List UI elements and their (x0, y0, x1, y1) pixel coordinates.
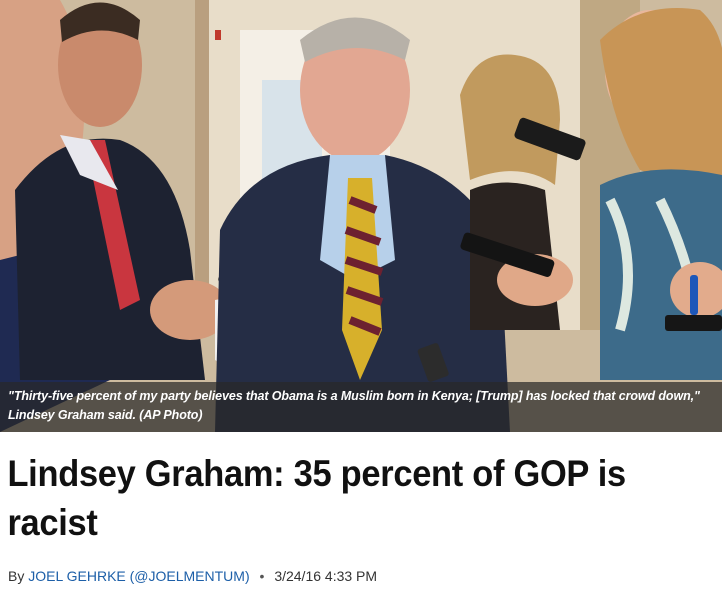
byline-separator: • (259, 568, 265, 584)
press-photo-illustration (0, 0, 722, 432)
article-hero-photo[interactable]: "Thirty-five percent of my party believe… (0, 0, 722, 432)
article-byline: By JOEL GEHRKE (@JOELMENTUM) • 3/24/16 4… (8, 568, 377, 584)
author-link[interactable]: JOEL GEHRKE (@JOELMENTUM) (28, 568, 250, 584)
photo-caption-bar: "Thirty-five percent of my party believe… (0, 382, 722, 432)
byline-prefix: By (8, 568, 25, 584)
article-headline: Lindsey Graham: 35 percent of GOP is rac… (7, 453, 626, 543)
photo-caption: "Thirty-five percent of my party believe… (8, 389, 700, 422)
publish-timestamp: 3/24/16 4:33 PM (274, 568, 378, 584)
